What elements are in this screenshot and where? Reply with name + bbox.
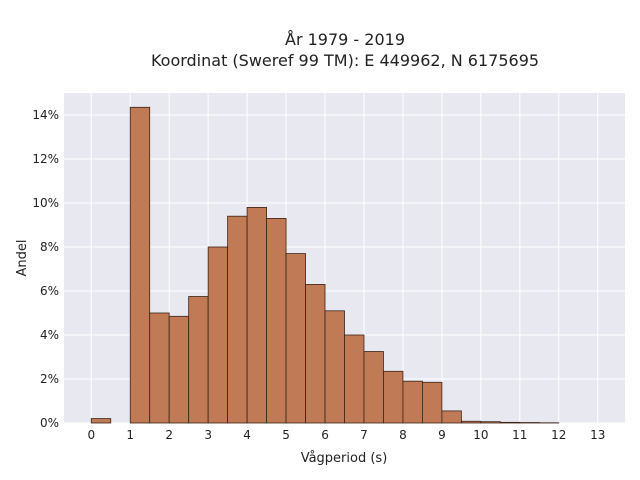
x-axis-label: Vågperiod (s) xyxy=(301,451,388,466)
x-tick-label-4: 4 xyxy=(243,428,251,442)
y-tick-label-7: 14% xyxy=(32,108,59,122)
x-tick-label-10: 10 xyxy=(473,428,488,442)
y-tick-label-4: 8% xyxy=(40,240,59,254)
y-ticks: 0% 2% 4% 6% 8% 10% 12% 14% xyxy=(32,108,59,430)
bar-1 xyxy=(129,106,151,424)
x-tick-label-13: 13 xyxy=(590,428,605,442)
y-tick-label-1: 2% xyxy=(40,372,59,386)
bar-20 xyxy=(499,421,521,424)
y-tick-label-3: 6% xyxy=(40,284,59,298)
bar-7 xyxy=(246,206,267,424)
x-tick-label-6: 6 xyxy=(321,428,329,442)
y-tick-label-6: 12% xyxy=(32,152,59,166)
chart-subtitle: Koordinat (Sweref 99 TM): E 449962, N 61… xyxy=(151,51,539,70)
bar-3 xyxy=(168,315,190,424)
bar-13 xyxy=(363,351,384,424)
bar-5 xyxy=(207,246,229,424)
bar-0 xyxy=(90,418,112,424)
bar-12 xyxy=(344,334,365,424)
x-tick-label-12: 12 xyxy=(551,428,566,442)
bars xyxy=(90,106,560,424)
bar-14 xyxy=(383,370,404,424)
bar-16 xyxy=(422,381,443,424)
bar-11 xyxy=(324,310,345,424)
bar-8 xyxy=(266,217,287,424)
x-tick-label-3: 3 xyxy=(204,428,212,442)
bar-17 xyxy=(441,410,462,424)
y-tick-label-5: 10% xyxy=(32,196,59,210)
y-tick-label-0: 0% xyxy=(40,416,59,430)
bar-6 xyxy=(227,215,248,424)
y-tick-label-2: 4% xyxy=(40,328,59,342)
y-axis-label: Andel xyxy=(15,240,30,277)
bar-9 xyxy=(285,253,306,424)
x-ticks: 0 1 2 3 4 5 6 7 8 9 10 11 12 13 xyxy=(87,428,605,442)
x-tick-label-0: 0 xyxy=(87,428,95,442)
x-tick-label-5: 5 xyxy=(282,428,290,442)
bar-15 xyxy=(402,380,423,424)
x-tick-label-8: 8 xyxy=(399,428,407,442)
bar-2 xyxy=(149,312,170,424)
bar-18 xyxy=(460,420,482,424)
bar-4 xyxy=(188,296,209,424)
x-tick-label-7: 7 xyxy=(360,428,368,442)
bar-19 xyxy=(480,421,501,424)
bar-10 xyxy=(305,283,326,424)
x-tick-label-1: 1 xyxy=(126,428,134,442)
chart-title: År 1979 - 2019 xyxy=(285,30,405,49)
x-tick-label-9: 9 xyxy=(438,428,446,442)
x-tick-label-2: 2 xyxy=(165,428,173,442)
x-tick-label-11: 11 xyxy=(512,428,527,442)
